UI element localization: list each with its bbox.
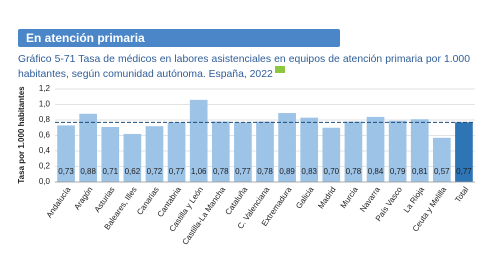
bar: [300, 117, 319, 182]
bar: [388, 120, 407, 182]
value-label: 1,06: [191, 167, 207, 176]
bar: [145, 126, 164, 182]
bar: [234, 122, 252, 182]
value-label: 0,83: [301, 167, 317, 176]
y-tick-label: 0,8: [39, 115, 51, 124]
value-label: 0,57: [434, 167, 450, 176]
x-tick-label: Castilla-La Mancha: [181, 185, 228, 247]
x-tick-label: Andalucía: [45, 185, 73, 220]
bar: [278, 113, 296, 182]
value-label: 0,89: [279, 167, 295, 176]
bar: [101, 126, 120, 182]
value-label: 0,78: [346, 167, 362, 176]
value-label: 0,79: [390, 167, 406, 176]
value-label: 0,81: [412, 167, 428, 176]
value-label: 0,84: [368, 167, 384, 176]
bar: [123, 133, 142, 182]
bar: [410, 119, 429, 182]
value-label: 0,78: [257, 167, 273, 176]
x-tick-label: Madrid: [316, 185, 337, 210]
y-tick-label: 1,2: [39, 84, 51, 93]
value-label: 0,78: [213, 167, 229, 176]
x-tick-label: Galicia: [294, 185, 316, 211]
chart-caption: Gráfico 5-71 Tasa de médicos en labores …: [18, 53, 470, 81]
bar: [211, 121, 230, 182]
value-label: 0,73: [58, 167, 74, 176]
info-icon: [274, 66, 285, 73]
y-tick-label: 0,0: [39, 177, 51, 186]
value-label: 0,72: [147, 167, 163, 176]
bar: [79, 113, 97, 182]
x-tick-label: Aragón: [72, 185, 94, 211]
bar: [167, 122, 186, 182]
y-tick-label: 0,4: [39, 146, 51, 155]
value-label: 0,62: [125, 167, 141, 176]
x-tick-label: Total: [453, 185, 470, 204]
value-label: 0,70: [324, 167, 340, 176]
chart-title: Gráfico 5-71 Tasa de médicos en labores …: [18, 54, 470, 80]
section-title: En atención primaria: [18, 29, 340, 47]
value-label: 0,77: [169, 167, 185, 176]
value-label: 0,88: [80, 167, 96, 176]
bar: [256, 121, 274, 182]
bar: [189, 99, 208, 182]
value-label: 0,77: [456, 167, 472, 176]
y-tick-label: 0,6: [39, 131, 51, 140]
bar: [344, 121, 363, 182]
y-tick-label: 0,2: [39, 162, 51, 171]
bar: [57, 125, 75, 182]
y-tick-label: 1,0: [39, 100, 51, 109]
value-label: 0,77: [235, 167, 251, 176]
y-axis-label: Tasa por 1.000 habitantes: [17, 86, 26, 184]
value-label: 0,71: [102, 167, 118, 176]
bar: [433, 137, 451, 182]
bar: [455, 122, 473, 182]
bar: [322, 127, 341, 182]
bar: [366, 116, 385, 182]
x-tick-label: Murcia: [339, 185, 360, 210]
